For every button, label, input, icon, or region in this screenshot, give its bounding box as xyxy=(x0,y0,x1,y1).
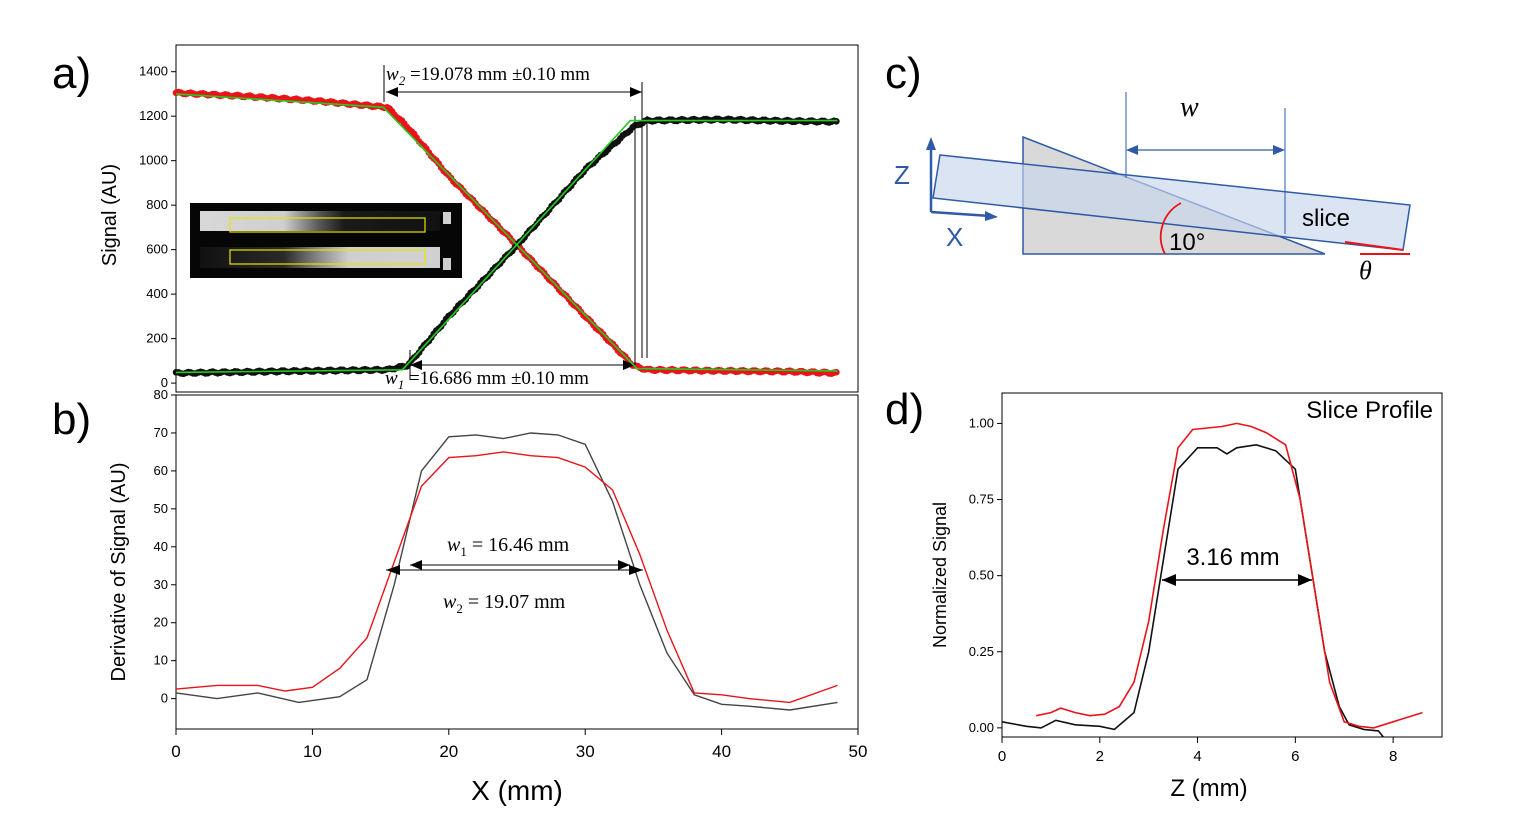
panel-d-width-arrow xyxy=(1162,574,1312,586)
panel-d-y-label: Normalized Signal xyxy=(930,502,950,648)
panel-b-frame xyxy=(175,394,859,730)
panel-b: b) 0 10 20 30 40 50 60 70 80 0 10 20 30 40 50 Derivat… xyxy=(52,387,867,806)
panel-b-y-tick-label: 0 xyxy=(161,691,168,706)
panel-a-width-markers xyxy=(383,65,648,380)
panel-d-x-tick-label: 6 xyxy=(1291,748,1299,765)
panel-d-x-tick-label: 0 xyxy=(998,748,1006,765)
panel-a-frame xyxy=(175,44,859,393)
panel-d-x-ticks: 0 2 4 6 8 xyxy=(998,737,1397,765)
panel-b-y-tick-label: 40 xyxy=(154,539,168,554)
panel-b-annotation-w1: w1 = 16.46 mm xyxy=(447,534,570,559)
panel-a: a) 0 200 400 600 800 1000 1200 1400 Signal (AU) xyxy=(52,44,859,393)
panel-b-y-tick-label: 60 xyxy=(154,463,168,478)
panel-a-fit-lines xyxy=(175,93,838,374)
slice-label: slice xyxy=(1302,205,1350,232)
z-arrow-head xyxy=(926,137,936,150)
panel-d-y-tick-label: 1.00 xyxy=(969,415,994,430)
panel-label-d: d) xyxy=(885,385,924,434)
panel-b-y-ticks: 0 10 20 30 40 50 60 70 80 xyxy=(154,387,176,706)
panel-b-y-tick-label: 70 xyxy=(154,425,168,440)
panel-a-y-tick-label: 1400 xyxy=(139,64,168,79)
panel-b-lines xyxy=(175,432,838,711)
panel-d-title: Slice Profile xyxy=(1306,397,1433,424)
panel-b-x-tick-label: 0 xyxy=(171,742,180,761)
panel-label-b: b) xyxy=(52,395,91,444)
panel-d: d) 0.00 0.25 0.50 0.75 1.00 0 2 4 6 8 Normalized… xyxy=(885,385,1443,802)
panel-a-fit-line xyxy=(175,119,838,374)
w-arrow-right-head xyxy=(1273,145,1285,155)
panel-d-line-black xyxy=(1001,443,1384,738)
panel-b-x-tick-label: 10 xyxy=(303,742,322,761)
angle-arc-10 xyxy=(1159,202,1182,255)
panel-b-y-tick-label: 10 xyxy=(154,653,168,668)
panel-b-x-tick-label: 20 xyxy=(439,742,458,761)
panel-d-y-ticks: 0.00 0.25 0.50 0.75 1.00 xyxy=(969,415,1002,735)
panel-a-y-tick-label: 600 xyxy=(146,242,168,257)
panel-a-fit-line xyxy=(175,93,838,372)
panel-a-y-tick-label: 800 xyxy=(146,197,168,212)
w-label: w xyxy=(1180,92,1199,123)
panel-d-y-tick-label: 0.25 xyxy=(969,644,994,659)
x-axis-arrow xyxy=(930,210,991,218)
panel-d-x-tick-label: 8 xyxy=(1389,748,1397,765)
panel-b-y-label: Derivative of Signal (AU) xyxy=(108,463,130,682)
panel-a-y-tick-label: 1200 xyxy=(139,108,168,123)
panel-d-y-tick-label: 0.00 xyxy=(969,720,994,735)
panel-d-frame xyxy=(1001,392,1443,738)
panel-c: c) w Z X slice 10° θ xyxy=(885,49,1411,285)
theta-label: θ xyxy=(1359,256,1372,285)
panel-b-x-ticks: 0 10 20 30 40 50 xyxy=(171,729,867,761)
panel-b-width-arrow xyxy=(386,560,643,575)
panel-d-y-tick-label: 0.75 xyxy=(969,492,994,507)
panel-b-y-tick-label: 50 xyxy=(154,501,168,516)
theta-line-1 xyxy=(1344,241,1404,251)
panel-d-x-label: Z (mm) xyxy=(1170,775,1247,802)
panel-a-y-tick-label: 0 xyxy=(161,375,168,390)
panel-a-inset xyxy=(190,203,462,278)
panel-a-annotation-w1: w1 =16.686 mm ±0.10 mm xyxy=(385,368,589,392)
panel-b-y-tick-label: 30 xyxy=(154,577,168,592)
axis-z-label: Z xyxy=(894,160,910,190)
panel-label-a: a) xyxy=(52,49,91,98)
panel-a-point-red xyxy=(833,368,840,376)
panel-b-annotation-w2: w2 = 19.07 mm xyxy=(443,591,566,616)
panel-a-y-tick-label: 200 xyxy=(146,331,168,346)
axis-x-label: X xyxy=(946,222,963,252)
panel-b-x-tick-label: 40 xyxy=(712,742,731,761)
panel-b-y-tick-label: 20 xyxy=(154,615,168,630)
panel-b-x-tick-label: 50 xyxy=(849,742,868,761)
panel-d-line-red xyxy=(1036,422,1423,729)
panel-a-y-tick-label: 1000 xyxy=(139,153,168,168)
panel-d-y-tick-label: 0.50 xyxy=(969,568,994,583)
panel-d-x-tick-label: 4 xyxy=(1193,748,1201,765)
panel-a-annotation-w2: w2 =19.078 mm ±0.10 mm xyxy=(386,64,590,88)
panel-b-line-red xyxy=(175,451,838,704)
w-arrow-left-head xyxy=(1126,145,1138,155)
panel-b-line-black xyxy=(175,432,838,711)
panel-label-c: c) xyxy=(885,49,922,98)
panel-b-x-label: X (mm) xyxy=(471,775,563,806)
panel-a-y-label: Signal (AU) xyxy=(99,164,121,266)
angle-10-label: 10° xyxy=(1169,229,1205,256)
panel-a-y-ticks: 0 200 400 600 800 1000 1200 1400 xyxy=(139,64,176,390)
panel-d-width-label: 3.16 mm xyxy=(1186,544,1279,571)
panel-d-x-tick-label: 2 xyxy=(1096,748,1104,765)
panel-a-y-tick-label: 400 xyxy=(146,286,168,301)
panel-d-lines xyxy=(1001,422,1423,738)
x-arrow-head xyxy=(985,211,998,221)
panel-b-y-tick-label: 80 xyxy=(154,387,168,402)
panel-b-x-tick-label: 30 xyxy=(576,742,595,761)
